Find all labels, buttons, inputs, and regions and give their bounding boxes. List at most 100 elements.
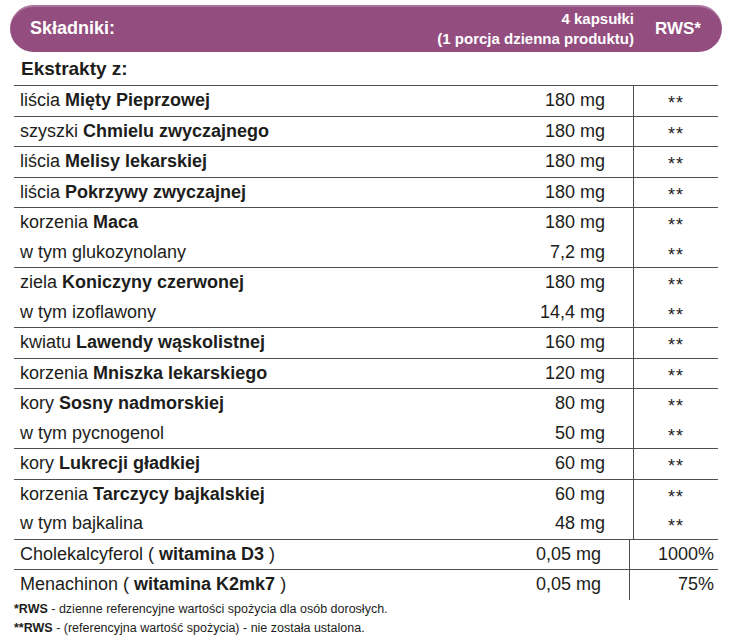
- footnote-rws-single-term: *RWS: [14, 602, 48, 616]
- serving-size-line2: (1 porcja dzienna produktu): [437, 29, 634, 49]
- ingredient-rws-cell: **: [633, 419, 718, 449]
- ingredient-rws-value: 75%: [678, 574, 714, 595]
- table-row: kory Sosny nadmorskiej 80 mg **: [14, 388, 718, 419]
- ingredient-name-prefix: liścia: [20, 90, 65, 111]
- ingredient-name-prefix: kwiatu: [20, 332, 76, 353]
- ingredient-name-bold: witamina K2mk7: [134, 574, 275, 595]
- supplement-facts-label: Składniki: 4 kapsułki (1 porcja dzienna …: [0, 0, 732, 644]
- ingredient-name-bold: Koniczyny czerwonej: [62, 272, 244, 293]
- ingredient-amount: 7,2 mg: [509, 238, 633, 268]
- serving-size-line1: 4 kapsułki: [437, 9, 634, 29]
- ingredient-name: w tym izoflawony: [14, 298, 509, 328]
- ingredient-rws-value: **: [668, 245, 684, 266]
- ingredient-rws-value: **: [668, 93, 684, 114]
- ingredient-name: korzenia Tarczycy bajkalskiej: [14, 480, 509, 510]
- ingredients-header-title: Składniki:: [10, 18, 437, 39]
- ingredient-rws-cell: **: [633, 238, 718, 268]
- ingredient-amount: 180 mg: [509, 117, 633, 147]
- ingredient-name: w tym pycnogenol: [14, 419, 509, 449]
- ingredient-rws-cell: 75%: [629, 570, 718, 600]
- ingredient-rws-value: **: [668, 124, 684, 145]
- ingredient-amount: 0,05 mg: [505, 570, 629, 600]
- ingredient-amount: 180 mg: [509, 268, 633, 298]
- ingredient-name: liścia Mięty Pieprzowej: [14, 86, 509, 116]
- ingredient-name-suffix: ): [264, 544, 275, 565]
- ingredient-name-prefix: w tym bajkalina: [20, 513, 143, 534]
- ingredient-name-prefix: kory: [20, 393, 59, 414]
- footnote-rws-double-text: - (referencyjna wartość spożycia) - nie …: [53, 621, 365, 635]
- ingredient-rws-value: **: [668, 366, 684, 387]
- ingredient-amount: 180 mg: [509, 208, 633, 238]
- ingredient-rws-value: **: [668, 154, 684, 175]
- ingredient-name-prefix: w tym glukozynolany: [20, 242, 186, 263]
- table-row: korzenia Mniszka lekarskiego 120 mg **: [14, 358, 718, 389]
- ingredient-name: korzenia Mniszka lekarskiego: [14, 359, 509, 389]
- table-row: liścia Melisy lekarskiej 180 mg **: [14, 146, 718, 177]
- ingredient-rws-value: **: [668, 396, 684, 417]
- table-row: w tym glukozynolany 7,2 mg **: [14, 238, 718, 268]
- ingredient-rws-cell: **: [633, 208, 718, 238]
- ingredient-rws-value: **: [668, 487, 684, 508]
- ingredient-name-bold: Sosny nadmorskiej: [59, 393, 224, 414]
- ingredient-amount: 80 mg: [509, 389, 633, 419]
- table-row: w tym pycnogenol 50 mg **: [14, 419, 718, 449]
- ingredient-name-bold: Maca: [93, 212, 138, 233]
- ingredient-amount: 50 mg: [509, 419, 633, 449]
- footnote-rws-single: *RWS - dzienne referencyjne wartości spo…: [14, 600, 388, 619]
- rws-column-header: RWS*: [634, 19, 722, 39]
- ingredient-name-prefix: w tym pycnogenol: [20, 423, 164, 444]
- ingredient-name: liścia Melisy lekarskiej: [14, 147, 509, 177]
- ingredient-rws-value: **: [668, 185, 684, 206]
- table-row: korzenia Tarczycy bajkalskiej 60 mg **: [14, 479, 718, 510]
- ingredient-amount: 60 mg: [509, 449, 633, 479]
- footnote-rws-double: **RWS - (referencyjna wartość spożycia) …: [14, 619, 388, 638]
- ingredient-name-bold: Mniszka lekarskiego: [93, 363, 267, 384]
- ingredient-rws-cell: **: [633, 117, 718, 147]
- ingredient-name: kory Lukrecji gładkiej: [14, 449, 509, 479]
- ingredient-name-bold: Tarczycy bajkalskiej: [93, 484, 265, 505]
- ingredient-rws-cell: **: [633, 480, 718, 510]
- ingredient-amount: 48 mg: [509, 509, 633, 539]
- table-row: liścia Pokrzywy zwyczajnej 180 mg **: [14, 177, 718, 208]
- ingredient-name-prefix: korzenia: [20, 363, 93, 384]
- ingredient-rws-value: **: [668, 215, 684, 236]
- ingredient-amount: 160 mg: [509, 328, 633, 358]
- footnote-rws-single-text: - dzienne referencyjne wartości spożycia…: [48, 602, 388, 616]
- serving-size: 4 kapsułki (1 porcja dzienna produktu): [437, 9, 634, 48]
- ingredient-rws-cell: **: [633, 389, 718, 419]
- ingredients-table: liścia Mięty Pieprzowej 180 mg ** szyszk…: [14, 85, 718, 600]
- ingredient-name-suffix: ): [275, 574, 286, 595]
- table-row: szyszki Chmielu zwyczajnego 180 mg **: [14, 116, 718, 147]
- table-row: Menachinon ( witamina K2mk7 ) 0,05 mg 75…: [14, 569, 718, 600]
- ingredient-name-bold: Lawendy wąskolistnej: [76, 332, 265, 353]
- ingredient-name-prefix: szyszki: [20, 121, 83, 142]
- ingredient-name-prefix: korzenia: [20, 212, 93, 233]
- ingredient-rws-value: **: [668, 335, 684, 356]
- ingredient-rws-cell: **: [633, 509, 718, 539]
- ingredient-rws-cell: **: [633, 359, 718, 389]
- ingredient-name: w tym glukozynolany: [14, 238, 509, 268]
- ingredient-amount: 180 mg: [509, 86, 633, 116]
- ingredient-name-bold: Lukrecji gładkiej: [59, 453, 200, 474]
- ingredient-name-prefix: Cholekalcyferol (: [20, 544, 159, 565]
- table-row: w tym bajkalina 48 mg **: [14, 509, 718, 539]
- ingredient-name-bold: Chmielu zwyczajnego: [83, 121, 269, 142]
- ingredient-rws-value: 1000%: [658, 544, 714, 565]
- ingredient-name-bold: Melisy lekarskiej: [65, 151, 207, 172]
- ingredient-rws-cell: **: [633, 178, 718, 208]
- table-row: liścia Mięty Pieprzowej 180 mg **: [14, 85, 718, 116]
- ingredient-name-prefix: korzenia: [20, 484, 93, 505]
- ingredient-name-prefix: Menachinon (: [20, 574, 134, 595]
- ingredient-amount: 60 mg: [509, 480, 633, 510]
- ingredient-amount: 180 mg: [509, 178, 633, 208]
- ingredient-rws-cell: **: [633, 147, 718, 177]
- ingredient-amount: 0,05 mg: [505, 540, 629, 570]
- ingredient-name: kory Sosny nadmorskiej: [14, 389, 509, 419]
- ingredient-rws-value: **: [668, 305, 684, 326]
- ingredient-name: liścia Pokrzywy zwyczajnej: [14, 178, 509, 208]
- ingredient-rws-value: **: [668, 426, 684, 447]
- ingredient-rws-value: **: [668, 275, 684, 296]
- ingredient-name: kwiatu Lawendy wąskolistnej: [14, 328, 509, 358]
- section-title-extracts: Ekstrakty z:: [14, 52, 718, 85]
- table-header: Składniki: 4 kapsułki (1 porcja dzienna …: [10, 5, 722, 52]
